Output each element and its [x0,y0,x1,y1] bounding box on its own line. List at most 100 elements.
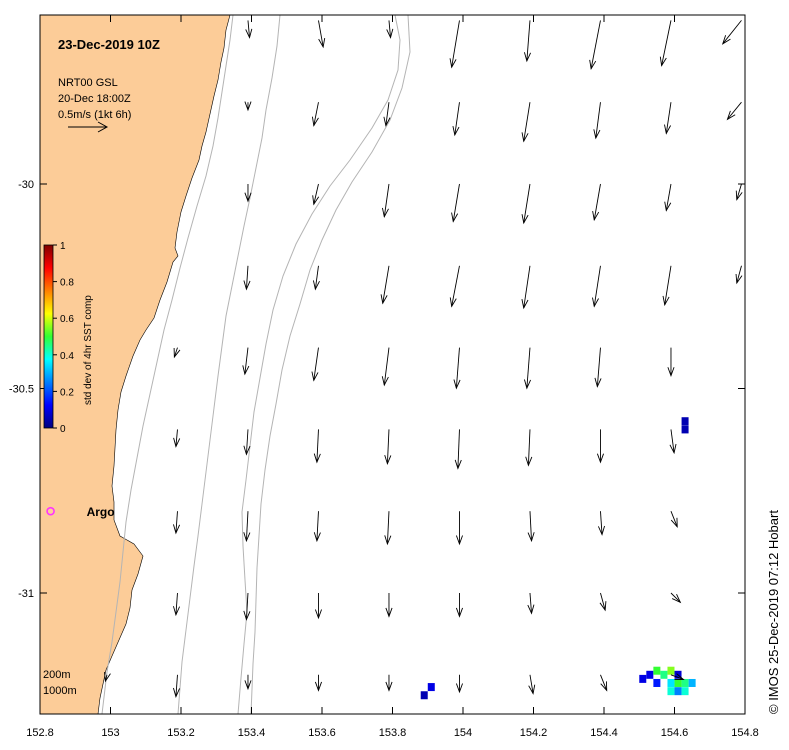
current-vector [243,511,251,543]
current-vector [726,101,742,121]
sst-cell [667,687,675,696]
sst-cell [667,678,675,687]
current-vector [451,183,460,223]
current-vector [244,184,252,203]
current-vector [244,101,252,112]
colorbar [43,244,54,429]
current-vector [455,674,463,694]
current-vector [454,429,462,470]
isobath-200m-inner [177,15,281,714]
current-vector [173,674,181,698]
sst-cell [660,670,668,679]
scale-arrow [68,121,109,133]
sst-cell [646,670,654,679]
current-vector [243,429,251,456]
sst-cell [674,678,682,687]
colorbar-tick-label: 0.8 [60,278,74,289]
credit-text: © IMOS 25-Dec-2019 07:12 Hobart [766,510,781,714]
current-vector [381,183,390,219]
sst-cell [653,678,661,687]
current-vector [521,102,531,143]
current-vector [314,674,322,692]
y-tick-label: -30 [18,179,34,191]
current-vector [455,593,463,618]
current-vector [525,429,533,467]
colorbar-ticks: 1 0.8 0.6 0.4 0.2 0 [53,241,74,435]
current-vector [599,592,607,612]
isobath-legend-200m: 200m [43,669,71,681]
argo-label: Argo [87,505,115,519]
sst-cell [420,691,428,700]
x-tick-label: 153.8 [379,727,407,739]
current-vector [243,265,251,291]
x-tick-label: 153.4 [238,727,266,739]
current-vector [173,347,181,359]
isobath-200m [101,15,234,714]
sst-cell [681,425,689,434]
current-vector [670,673,685,680]
current-vector [521,265,531,310]
current-vector [452,102,460,137]
current-vector [453,347,461,390]
current-vector [594,347,602,388]
current-vector [314,593,322,620]
current-vector [245,20,253,39]
x-tick-label: 153.2 [167,727,195,739]
sst-cell [667,666,675,675]
colorbar-tick-label: 0 [60,424,66,435]
current-vector [521,183,531,225]
x-tick-label: 154.6 [661,727,689,739]
isobath-1000m-outer [250,15,411,714]
isobath-legend-1000m: 1000m [43,685,77,697]
x-tick-label: 154 [454,727,472,739]
sst-cell [639,674,647,683]
x-tick-label: 154.8 [731,727,759,739]
current-vector [455,511,463,546]
current-vector [380,265,390,305]
isobath-1000m [237,15,401,714]
current-vector [384,511,392,546]
current-vector [449,20,460,69]
colorbar-label: std dev of 4hr SST comp [83,295,94,405]
current-vector [381,347,390,387]
current-vector [311,102,319,127]
current-vector [735,265,743,285]
current-vector [384,429,392,466]
current-vector [528,674,536,695]
colorbar-tick-label: 1 [60,241,66,252]
current-vector [523,347,531,390]
land-coastline [40,15,231,714]
x-tick-label: 154.4 [590,727,618,739]
current-vector [662,265,672,307]
current-vector [664,102,672,135]
current-vector [312,183,320,206]
current-vector [593,102,601,140]
current-vector [669,429,677,455]
current-vector [589,20,601,71]
current-vector [386,20,394,39]
x-tick-label: 152.8 [26,727,54,739]
y-tick-label: -31 [18,588,34,600]
current-vector [592,265,601,308]
sst-cells [420,417,696,700]
current-vector [664,183,672,212]
current-vector [313,429,321,464]
current-vector [597,511,605,536]
current-vector [313,511,321,543]
current-vector [523,20,531,63]
current-vector [449,265,460,308]
current-vector [318,20,326,49]
sst-cell [681,417,689,426]
current-vector [721,20,742,45]
product-time: 20-Dec 18:00Z [58,93,131,105]
y-tick-label: -30.5 [9,384,34,396]
argo-float-marker [46,506,55,516]
current-vector [173,592,181,617]
current-vector [242,347,250,376]
current-vector [596,429,604,464]
current-vector [670,592,682,604]
current-vector [243,592,251,621]
x-tick-label: 153 [101,727,119,739]
colorbar-tick-label: 0.2 [60,387,74,398]
